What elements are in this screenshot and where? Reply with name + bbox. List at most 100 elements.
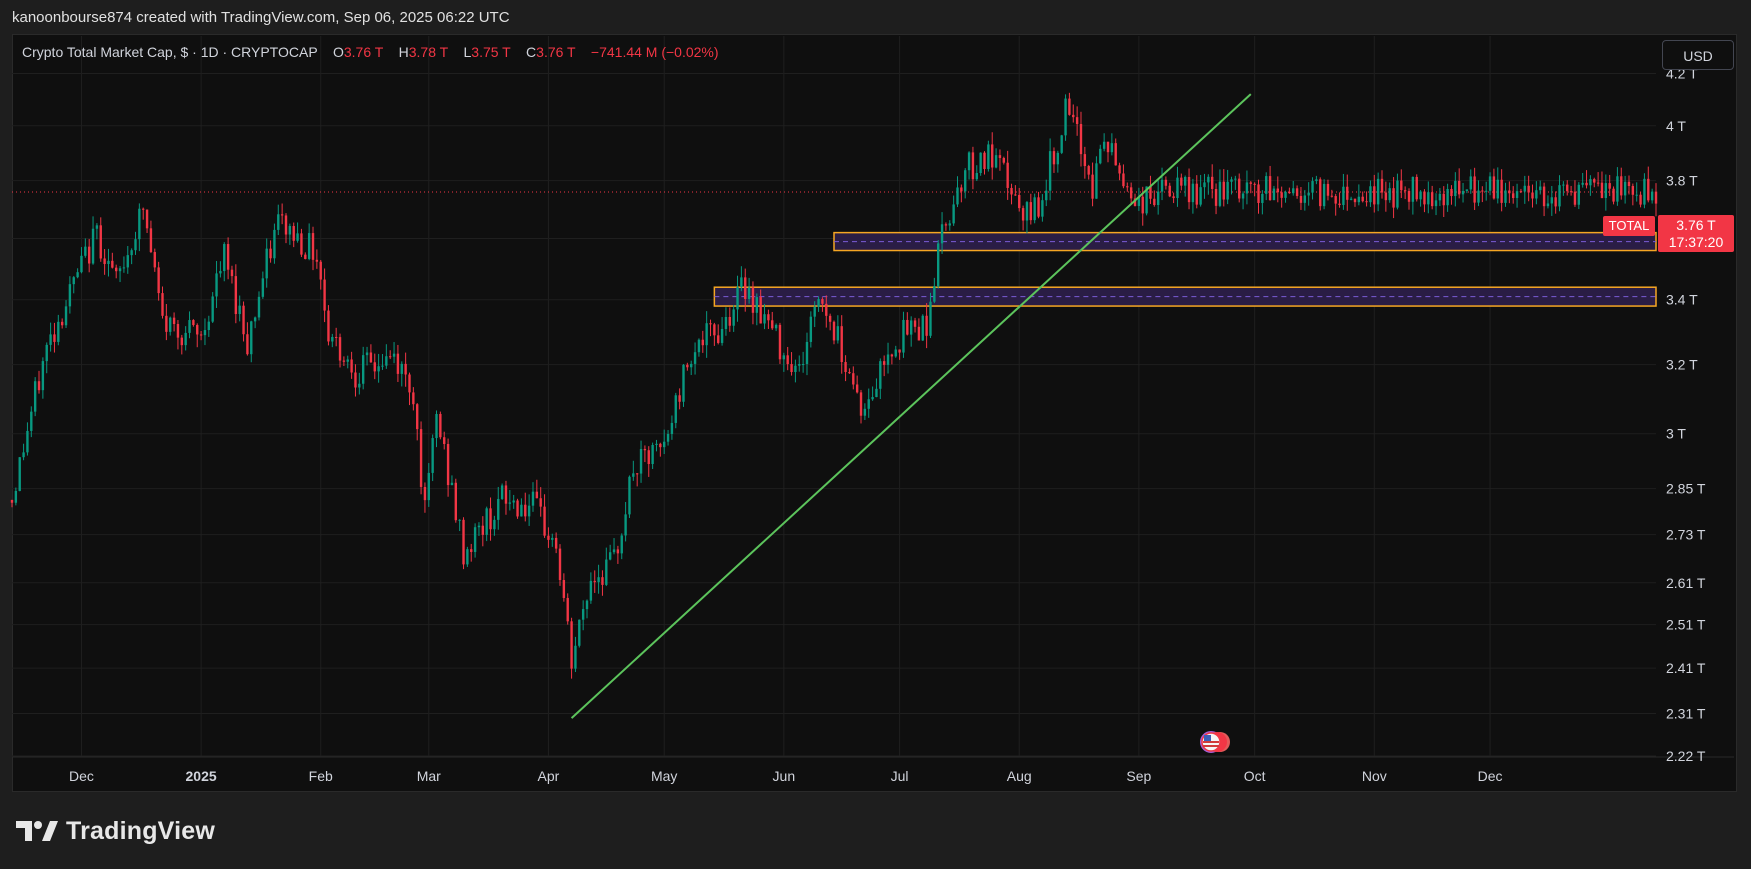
candle: [670, 415, 674, 440]
candle: [342, 356, 346, 366]
candle: [879, 358, 882, 400]
candle: [863, 403, 867, 420]
candle: [624, 501, 627, 542]
candle: [701, 330, 704, 353]
candle: [867, 388, 870, 418]
candle: [1172, 192, 1175, 204]
candle: [998, 149, 1002, 171]
candle: [454, 478, 457, 523]
candle: [755, 293, 759, 326]
candle: [875, 378, 878, 398]
chart-frame[interactable]: [12, 34, 1737, 792]
candle: [1643, 173, 1646, 209]
candle: [593, 570, 596, 593]
chart-grid: [12, 36, 1734, 758]
candle: [724, 307, 728, 336]
candle: [1014, 185, 1017, 196]
candle: [713, 322, 716, 346]
candle: [1261, 190, 1264, 215]
candle: [180, 334, 183, 355]
candle: [1515, 183, 1519, 208]
candle: [956, 176, 959, 208]
y-tick-label: 2.31 T: [1666, 705, 1706, 721]
candle: [612, 538, 616, 555]
candle: [774, 323, 778, 332]
legend-low-value: 3.75 T: [471, 44, 511, 60]
candle: [1033, 193, 1036, 224]
candle: [423, 482, 427, 513]
candle: [234, 264, 238, 324]
candle: [886, 342, 890, 374]
candle: [1126, 182, 1129, 192]
candle: [1380, 170, 1384, 199]
candle: [527, 494, 531, 526]
legend-change: −741.44 M (−0.02%): [590, 44, 719, 60]
candle: [1492, 168, 1496, 200]
candle: [709, 319, 712, 337]
candle: [381, 354, 384, 370]
candle: [1234, 175, 1237, 190]
candle: [543, 494, 546, 538]
candle: [481, 516, 485, 547]
candle: [493, 515, 496, 536]
candle: [1596, 172, 1600, 187]
candle: [115, 264, 118, 279]
x-tick-label: Aug: [1007, 768, 1032, 784]
candle: [458, 519, 461, 532]
x-tick-label: Dec: [1478, 768, 1503, 784]
candle: [142, 207, 145, 220]
candle: [1550, 186, 1553, 216]
candle: [852, 366, 855, 390]
legend-open-value: 3.76 T: [343, 44, 384, 60]
candle: [462, 517, 465, 570]
candle: [805, 332, 809, 376]
candle: [238, 295, 241, 322]
tradingview-brand[interactable]: TradingView: [16, 815, 215, 847]
candle: [1400, 169, 1403, 199]
candle: [717, 324, 720, 345]
candle: [1268, 165, 1272, 201]
candle: [1156, 180, 1160, 215]
candle: [836, 315, 840, 344]
candle: [535, 479, 539, 499]
candle: [354, 364, 357, 397]
candle: [620, 533, 623, 560]
candle: [1604, 174, 1608, 211]
candle: [1369, 180, 1372, 207]
candle: [361, 346, 365, 390]
legend-title: Crypto Total Market Cap, $ · 1D · CRYPTO…: [22, 44, 318, 60]
candle: [103, 249, 106, 275]
y-tick-label: 3.8 T: [1666, 173, 1698, 189]
candle: [551, 533, 554, 547]
candle: [1457, 168, 1461, 199]
candle: [257, 291, 261, 321]
candle: [149, 220, 153, 254]
candle: [1542, 182, 1546, 217]
candle: [902, 311, 905, 358]
candle: [277, 204, 280, 236]
candle: [1211, 164, 1214, 199]
candle: [1527, 175, 1530, 202]
candle: [1295, 185, 1299, 199]
candle: [334, 327, 338, 347]
candle: [1485, 181, 1488, 201]
candle: [1627, 175, 1631, 195]
candle: [859, 389, 863, 424]
x-tick-label: Nov: [1362, 768, 1387, 784]
candle: [1168, 182, 1171, 198]
bar-countdown: 17:37:20: [1668, 234, 1724, 250]
candle: [1442, 186, 1445, 218]
candle: [1149, 175, 1152, 204]
candle: [30, 406, 33, 438]
candle: [1276, 176, 1279, 203]
candle: [91, 216, 95, 265]
candle: [1056, 150, 1060, 173]
candle: [1272, 185, 1276, 201]
candle: [1199, 174, 1202, 207]
candle: [1508, 181, 1511, 204]
candle: [1334, 193, 1337, 216]
candle: [1176, 166, 1179, 207]
currency-button[interactable]: USD: [1662, 40, 1734, 70]
candle: [562, 573, 566, 602]
